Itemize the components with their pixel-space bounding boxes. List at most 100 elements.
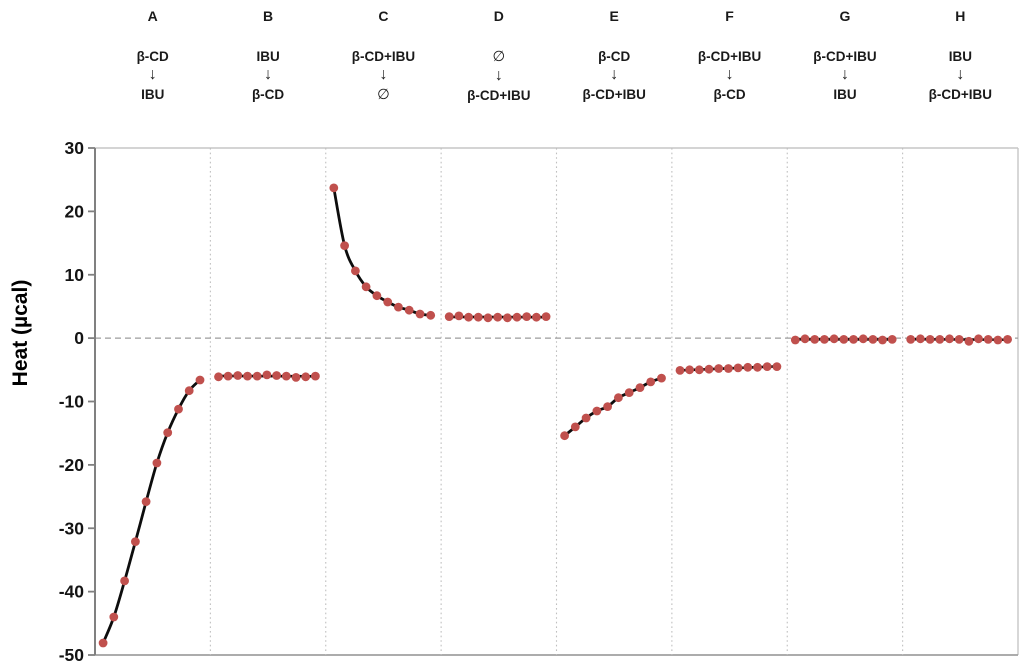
y-axis-tick-label: 0 bbox=[74, 328, 84, 348]
data-point-panel-F bbox=[733, 363, 743, 373]
data-point-panel-D bbox=[522, 312, 532, 321]
data-point-panel-C bbox=[426, 310, 436, 320]
down-arrow-icon: ↓ bbox=[725, 65, 734, 83]
data-point-panel-H bbox=[935, 335, 945, 344]
panel-label-F: F bbox=[725, 8, 734, 24]
data-point-panel-C bbox=[351, 266, 360, 276]
panel-label-D: D bbox=[493, 8, 504, 24]
panel-B-top-species: IBU bbox=[256, 49, 280, 64]
data-point-panel-G bbox=[820, 335, 829, 344]
data-point-panel-A bbox=[109, 612, 119, 622]
data-point-panel-G bbox=[829, 334, 839, 344]
data-point-panel-F bbox=[743, 362, 753, 372]
data-point-panel-B bbox=[291, 373, 301, 382]
data-point-panel-H bbox=[906, 335, 916, 344]
down-arrow-icon: ↓ bbox=[148, 65, 157, 83]
data-point-panel-F bbox=[724, 364, 733, 373]
data-point-panel-G bbox=[800, 334, 810, 344]
data-point-panel-A bbox=[174, 404, 183, 414]
data-point-panel-B bbox=[233, 371, 243, 380]
data-point-panel-B bbox=[243, 371, 252, 381]
y-axis-title: Heat (µcal) bbox=[9, 279, 32, 387]
data-point-panel-H bbox=[1003, 335, 1012, 344]
data-point-panel-C bbox=[361, 282, 371, 292]
panel-H-top-species: IBU bbox=[948, 49, 972, 64]
down-arrow-icon: ↓ bbox=[610, 65, 619, 83]
data-point-panel-E bbox=[614, 393, 623, 403]
data-point-panel-C bbox=[329, 183, 339, 193]
data-point-panel-H bbox=[925, 335, 935, 344]
data-point-panel-E bbox=[592, 406, 602, 416]
data-point-panel-D bbox=[464, 312, 473, 322]
down-arrow-icon: ↓ bbox=[494, 66, 503, 84]
data-point-panel-B bbox=[281, 371, 291, 381]
data-point-panel-G bbox=[839, 335, 849, 344]
data-point-panel-E bbox=[581, 413, 591, 423]
y-axis-tick-label: -50 bbox=[59, 645, 85, 665]
y-axis-tick-label: -30 bbox=[59, 518, 85, 538]
y-axis-tick-label: -20 bbox=[59, 455, 85, 475]
panel-H-bottom-species: β-CD+IBU bbox=[928, 86, 992, 102]
panel-F-top-species: β-CD+IBU bbox=[697, 49, 762, 64]
data-point-panel-B bbox=[311, 371, 320, 381]
data-point-panel-H bbox=[945, 334, 954, 344]
data-point-panel-D bbox=[541, 312, 551, 321]
data-point-panel-D bbox=[512, 312, 522, 322]
data-point-panel-C bbox=[340, 241, 349, 251]
data-point-panel-D bbox=[444, 312, 454, 321]
data-point-panel-A bbox=[163, 428, 173, 437]
panel-label-A: A bbox=[147, 8, 158, 24]
data-point-panel-B bbox=[301, 372, 311, 382]
data-point-panel-B bbox=[214, 372, 223, 382]
panel-label-E: E bbox=[609, 8, 619, 24]
down-arrow-icon: ↓ bbox=[840, 65, 849, 83]
data-point-panel-A bbox=[141, 497, 151, 506]
panel-G-top-species: β-CD+IBU bbox=[813, 49, 877, 64]
data-point-panel-A bbox=[195, 375, 205, 385]
data-point-panel-G bbox=[790, 335, 800, 345]
data-point-panel-B bbox=[272, 371, 281, 380]
fit-curve-panel-A bbox=[101, 378, 202, 645]
data-point-panel-F bbox=[753, 362, 762, 372]
data-point-panel-A bbox=[152, 458, 162, 468]
data-point-panel-C bbox=[415, 309, 425, 319]
data-point-panel-H bbox=[964, 336, 974, 346]
down-arrow-icon: ↓ bbox=[264, 65, 273, 83]
data-point-panel-E bbox=[603, 402, 612, 411]
panel-D-top-species: ∅ bbox=[492, 49, 506, 65]
data-point-panel-F bbox=[694, 365, 704, 375]
data-point-panel-A bbox=[184, 386, 194, 396]
panel-E-bottom-species: β-CD+IBU bbox=[582, 86, 646, 102]
y-axis-tick-label: 20 bbox=[65, 201, 85, 221]
fit-curve-panel-C bbox=[332, 186, 433, 317]
panel-header-H: H IBU ↓ β-CD+IBU bbox=[902, 0, 1018, 101]
data-point-panel-A bbox=[98, 638, 108, 648]
data-point-panel-B bbox=[223, 371, 233, 381]
data-point-panel-H bbox=[974, 334, 983, 344]
data-point-panel-G bbox=[878, 335, 887, 345]
panel-C-top-species: β-CD+IBU bbox=[351, 49, 416, 64]
panel-G-bottom-species: IBU bbox=[833, 86, 857, 102]
panel-B-bottom-species: β-CD bbox=[251, 86, 285, 102]
data-point-panel-C bbox=[394, 302, 403, 312]
data-point-panel-E bbox=[570, 422, 580, 432]
data-point-panel-H bbox=[993, 335, 1003, 345]
data-point-panel-F bbox=[675, 366, 685, 375]
data-point-panel-D bbox=[473, 312, 483, 322]
data-point-panel-F bbox=[704, 364, 714, 374]
panel-label-H: H bbox=[955, 8, 966, 24]
panel-A-top-species: β-CD bbox=[136, 49, 169, 64]
data-point-panel-C bbox=[372, 291, 382, 301]
panel-E-top-species: β-CD bbox=[598, 49, 631, 64]
data-point-panel-D bbox=[483, 313, 493, 323]
data-point-panel-H bbox=[983, 335, 993, 344]
data-point-panel-D bbox=[503, 313, 512, 323]
data-point-panel-D bbox=[454, 311, 464, 321]
data-point-panel-F bbox=[772, 362, 782, 371]
